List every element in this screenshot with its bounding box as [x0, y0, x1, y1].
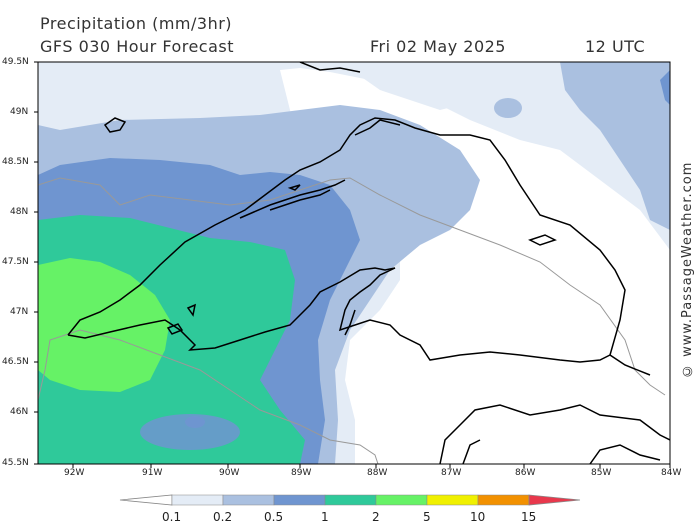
- forecast-date: Fri 02 May 2025: [370, 37, 506, 56]
- lat-label: 47N: [10, 307, 29, 317]
- legend-swatch: [477, 494, 530, 506]
- chart-title: Precipitation (mm/3hr): [40, 14, 233, 33]
- legend-swatch: [324, 494, 377, 506]
- country-border: [38, 177, 666, 396]
- lon-label: 87W: [441, 468, 462, 478]
- lon-label: 92W: [64, 468, 85, 478]
- lon-label: 85W: [591, 468, 612, 478]
- lon-label: 88W: [367, 468, 388, 478]
- lat-label: 47.5N: [2, 257, 29, 267]
- legend-swatch: [222, 494, 275, 506]
- legend-label: 2: [372, 510, 380, 524]
- precip-band-2: [38, 258, 170, 392]
- lat-label: 48.5N: [2, 157, 29, 167]
- legend-swatch: [375, 494, 428, 506]
- legend-label: 10: [470, 510, 486, 524]
- legend-arrow-high: [528, 494, 581, 506]
- legend-colorbar: [119, 494, 581, 506]
- legend-label: 0.2: [213, 510, 233, 524]
- lat-label: 46.5N: [2, 357, 29, 367]
- precip-field: [38, 62, 670, 464]
- lon-label: 84W: [661, 468, 682, 478]
- forecast-subtitle: GFS 030 Hour Forecast: [40, 37, 235, 56]
- forecast-time: 12 UTC: [585, 37, 646, 56]
- lat-label: 48N: [10, 207, 29, 217]
- lat-label: 49N: [10, 107, 29, 117]
- lat-label: 46N: [10, 407, 29, 417]
- lon-label: 90W: [219, 468, 240, 478]
- legend-arrow-low: [119, 494, 173, 506]
- legend-label: 5: [423, 510, 431, 524]
- legend-label: 1: [321, 510, 329, 524]
- legend-swatch: [171, 494, 224, 506]
- legend-label: 15: [521, 510, 537, 524]
- legend-label: 0.1: [162, 510, 182, 524]
- lat-label: 45.5N: [2, 458, 29, 468]
- legend-label: 0.5: [264, 510, 284, 524]
- site-credit: © www.PassageWeather.com: [680, 161, 695, 379]
- lon-label: 86W: [515, 468, 536, 478]
- lat-label: 49.5N: [2, 57, 29, 67]
- lon-label: 89W: [291, 468, 312, 478]
- legend-swatch: [273, 494, 326, 506]
- legend-swatch: [426, 494, 479, 506]
- lon-label: 91W: [142, 468, 163, 478]
- coastline: [67, 62, 670, 464]
